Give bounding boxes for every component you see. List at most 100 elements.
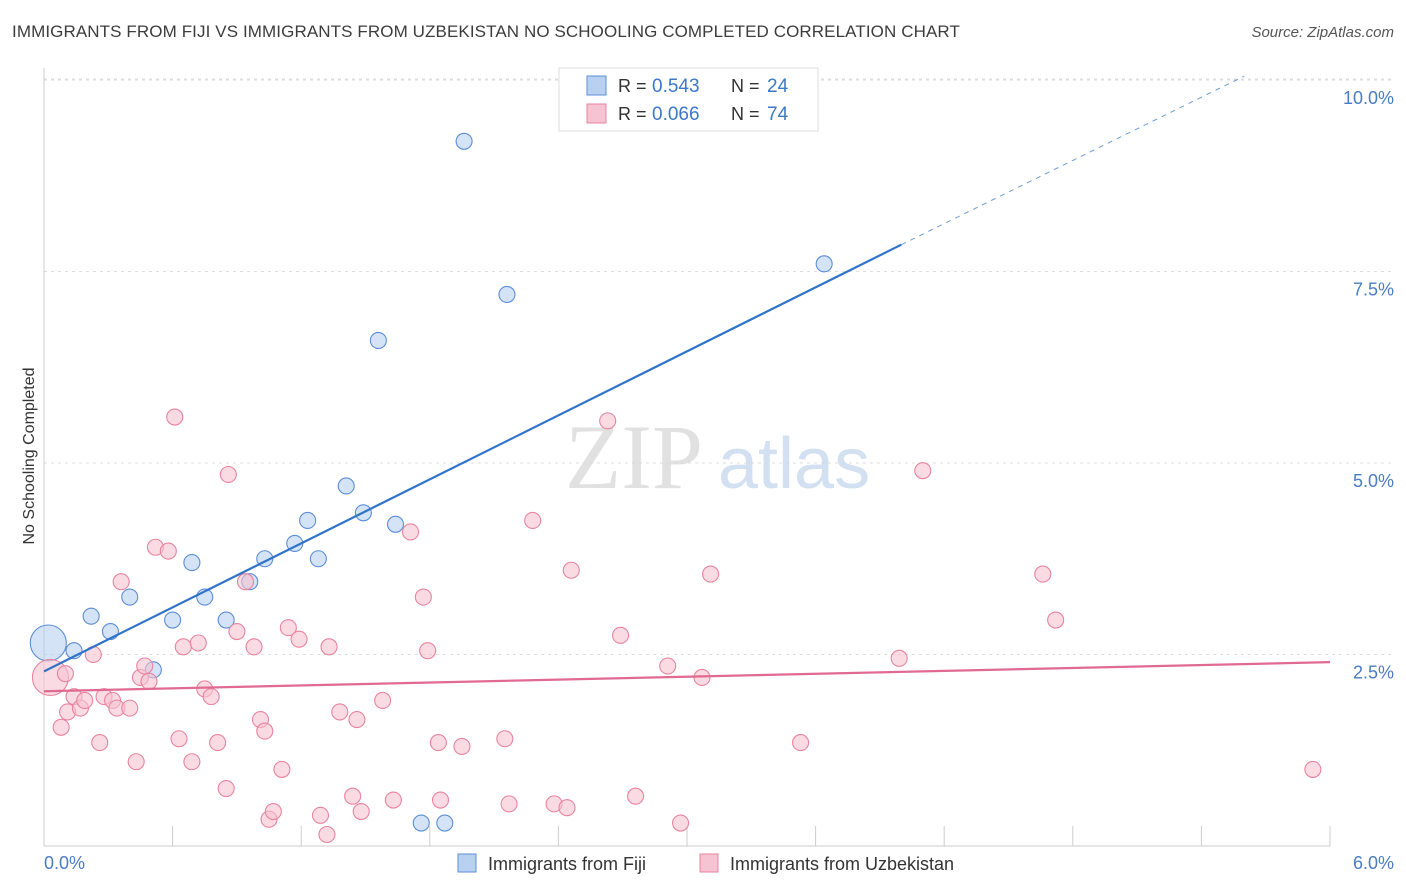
point-uzbekistan [384,791,402,809]
point-uzbekistan [273,760,291,778]
chart-source: Source: ZipAtlas.com [1251,24,1394,41]
y-tick-labels: 2.5% 5.0% 7.5% 10.0% [1343,88,1394,683]
point-uzbekistan [166,408,184,426]
point-uzbekistan [219,465,237,484]
legend-r-label-uzbekistan: R = [618,104,647,124]
point-uzbekistan [279,619,297,637]
legend-swatch-fiji [586,75,607,96]
point-uzbekistan [320,638,338,656]
point-fiji [299,511,317,530]
point-fiji [369,331,387,349]
point-uzbekistan [419,642,437,660]
legend-swatch-uzbekistan [586,103,607,124]
point-uzbekistan [414,588,432,606]
watermark-atlas: atlas [718,424,870,504]
point-uzbekistan [140,672,158,690]
point-uzbekistan [890,649,908,667]
gridlines [44,78,1394,655]
chart-title: IMMIGRANTS FROM FIJI VS IMMIGRANTS FROM … [12,22,960,41]
trend-extension-fiji [901,75,1245,246]
point-uzbekistan [599,412,617,430]
point-uzbekistan [76,691,94,710]
legend-n-value-fiji: 24 [767,76,789,97]
point-uzbekistan [792,734,810,752]
point-uzbekistan [217,779,235,798]
y-tick-label: 7.5% [1353,280,1394,300]
point-uzbekistan [256,722,274,740]
point-uzbekistan [453,737,471,755]
point-uzbekistan [331,703,349,721]
point-uzbekistan [431,791,450,809]
point-fiji [121,588,139,606]
legend-n-label-uzbekistan: N = [731,104,760,124]
legend-r-value-fiji: 0.543 [652,76,700,97]
point-fiji [436,814,454,832]
point-uzbekistan [1034,565,1052,583]
point-uzbekistan [290,630,308,648]
point-uzbekistan [170,730,188,748]
point-uzbekistan [183,753,201,771]
point-uzbekistan [112,573,130,591]
point-fiji [498,285,516,304]
point-uzbekistan [52,718,70,736]
point-uzbekistan [136,657,154,675]
legend-r-value-uzbekistan: 0.066 [652,104,700,125]
bottom-legend-label-uzbekistan: Immigrants from Uzbekistan [730,854,954,874]
point-uzbekistan [627,787,645,805]
point-fiji [386,515,405,533]
point-uzbekistan [121,699,139,717]
point-fiji [164,611,182,629]
point-uzbekistan [348,711,366,729]
point-uzbekistan [500,795,518,813]
point-uzbekistan [1047,611,1065,629]
y-tick-label: 2.5% [1353,663,1394,683]
point-fiji [82,607,100,625]
bottom-legend-swatch-fiji [457,853,477,873]
point-uzbekistan [496,730,514,748]
watermark-zip: ZIP [565,406,703,508]
point-uzbekistan [159,542,177,560]
point-uzbekistan [562,561,580,579]
legend-r-label-fiji: R = [618,76,647,96]
point-uzbekistan [374,691,392,710]
trend-lines [43,75,1331,693]
legend-n-value-uzbekistan: 74 [767,104,789,125]
point-fiji [309,550,327,568]
point-fiji [29,624,67,662]
bottom-legend-swatch-uzbekistan [699,853,719,873]
point-uzbekistan [672,814,690,832]
point-uzbekistan [524,511,542,530]
legend-n-label-fiji: N = [731,76,760,96]
point-fiji [337,477,355,495]
x-tick-label-max: 6.0% [1353,853,1394,873]
data-points [29,132,1322,844]
point-uzbekistan [311,806,330,824]
watermark: ZIP atlas [565,406,870,508]
x-tick-label-min: 0.0% [44,853,85,873]
point-uzbekistan [344,787,362,805]
point-uzbekistan [202,688,220,706]
point-uzbekistan [174,638,192,656]
point-uzbekistan [264,802,282,821]
point-fiji [412,814,430,832]
point-uzbekistan [659,657,677,675]
point-uzbekistan [702,565,720,583]
point-uzbekistan [352,802,370,821]
correlation-legend: R = 0.543 N = 24 R = 0.066 N = 74 [558,67,819,132]
point-uzbekistan [558,799,576,817]
point-fiji [217,611,235,629]
point-uzbekistan [401,523,420,541]
trend-line-uzbekistan [43,661,1331,693]
y-axis-label: No Schooling Completed [21,368,38,545]
point-uzbekistan [914,462,932,480]
y-tick-label: 10.0% [1343,88,1394,108]
point-uzbekistan [1304,760,1322,778]
point-uzbekistan [189,634,207,652]
point-uzbekistan [56,665,74,683]
point-fiji [455,132,473,150]
point-uzbekistan [236,573,255,591]
point-uzbekistan [612,626,630,644]
point-uzbekistan [91,734,109,752]
point-fiji [815,255,833,273]
